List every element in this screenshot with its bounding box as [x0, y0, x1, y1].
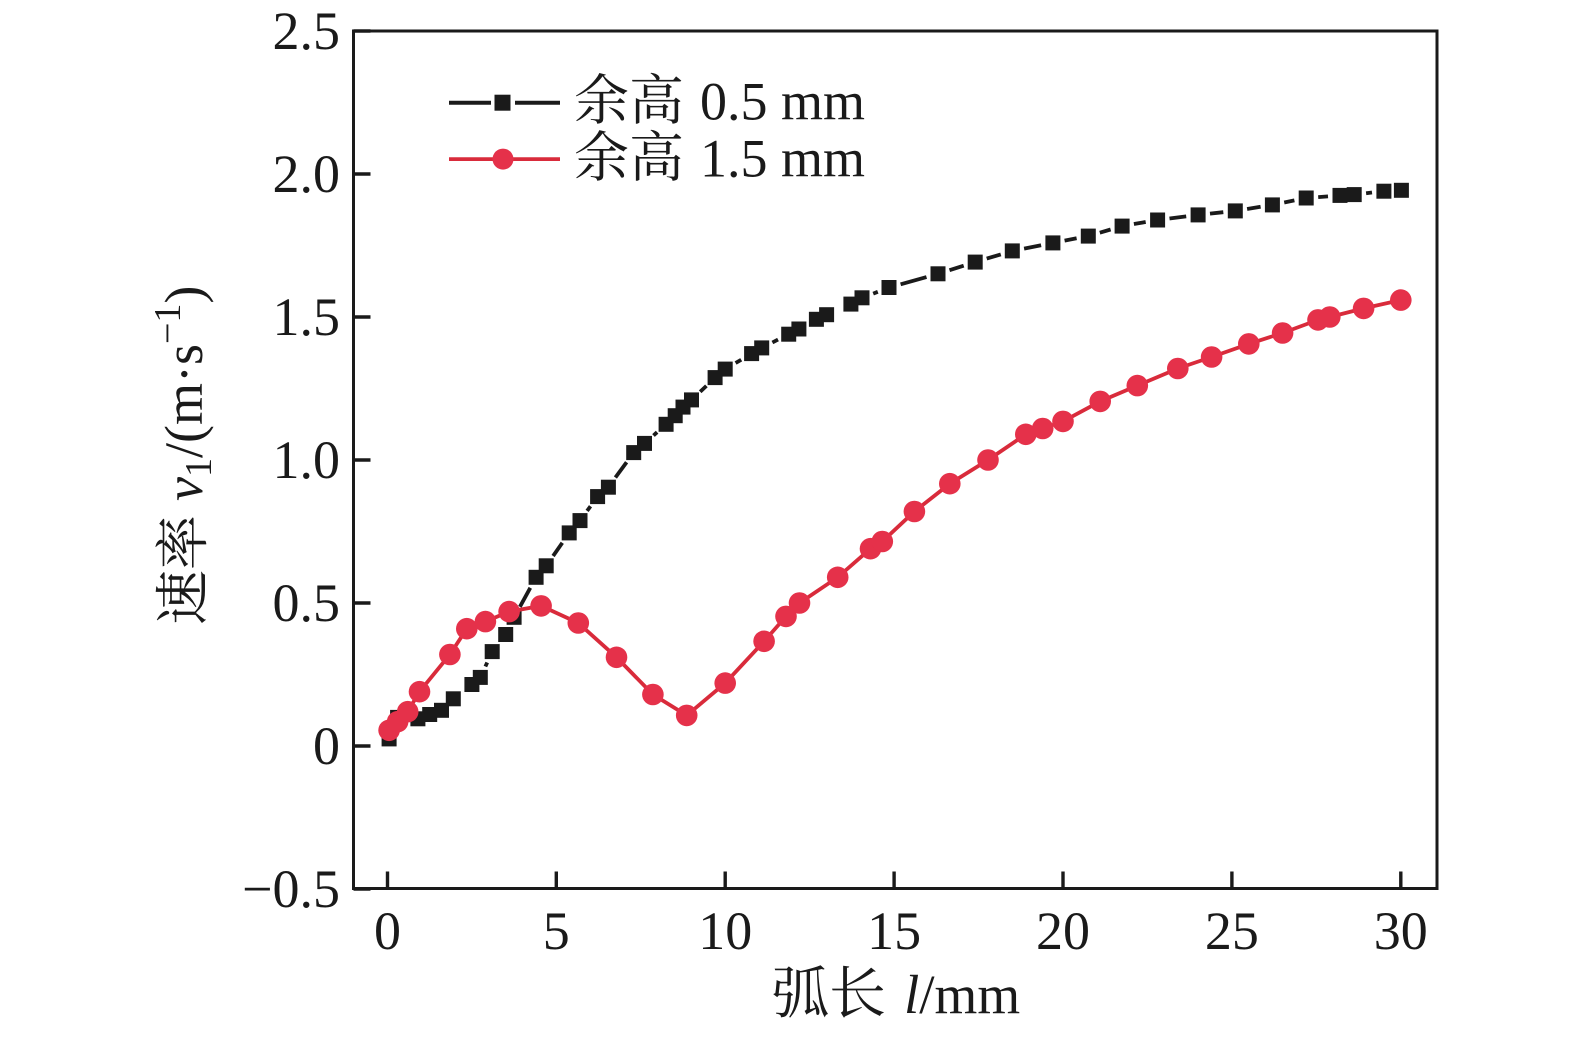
svg-text:2.5: 2.5 [273, 1, 341, 61]
svg-text:v1/(m·s−1): v1/(m·s−1) [147, 286, 220, 501]
svg-text:0.5 mm: 0.5 mm [700, 71, 865, 131]
svg-text:0: 0 [313, 716, 340, 776]
svg-text:0.5: 0.5 [273, 573, 341, 633]
svg-text:15: 15 [867, 901, 921, 961]
svg-text:1.0: 1.0 [273, 430, 341, 490]
svg-text:25: 25 [1205, 901, 1259, 961]
svg-text:20: 20 [1036, 901, 1090, 961]
svg-text:1.5 mm: 1.5 mm [700, 129, 865, 189]
svg-text:10: 10 [698, 901, 752, 961]
svg-text:1.5: 1.5 [273, 287, 341, 347]
svg-text:30: 30 [1374, 901, 1428, 961]
svg-text:−0.5: −0.5 [242, 859, 340, 919]
svg-text:l/mm: l/mm [904, 964, 1020, 1025]
svg-text:2.0: 2.0 [273, 144, 341, 204]
svg-text:5: 5 [543, 901, 570, 961]
svg-text:0: 0 [374, 901, 401, 961]
